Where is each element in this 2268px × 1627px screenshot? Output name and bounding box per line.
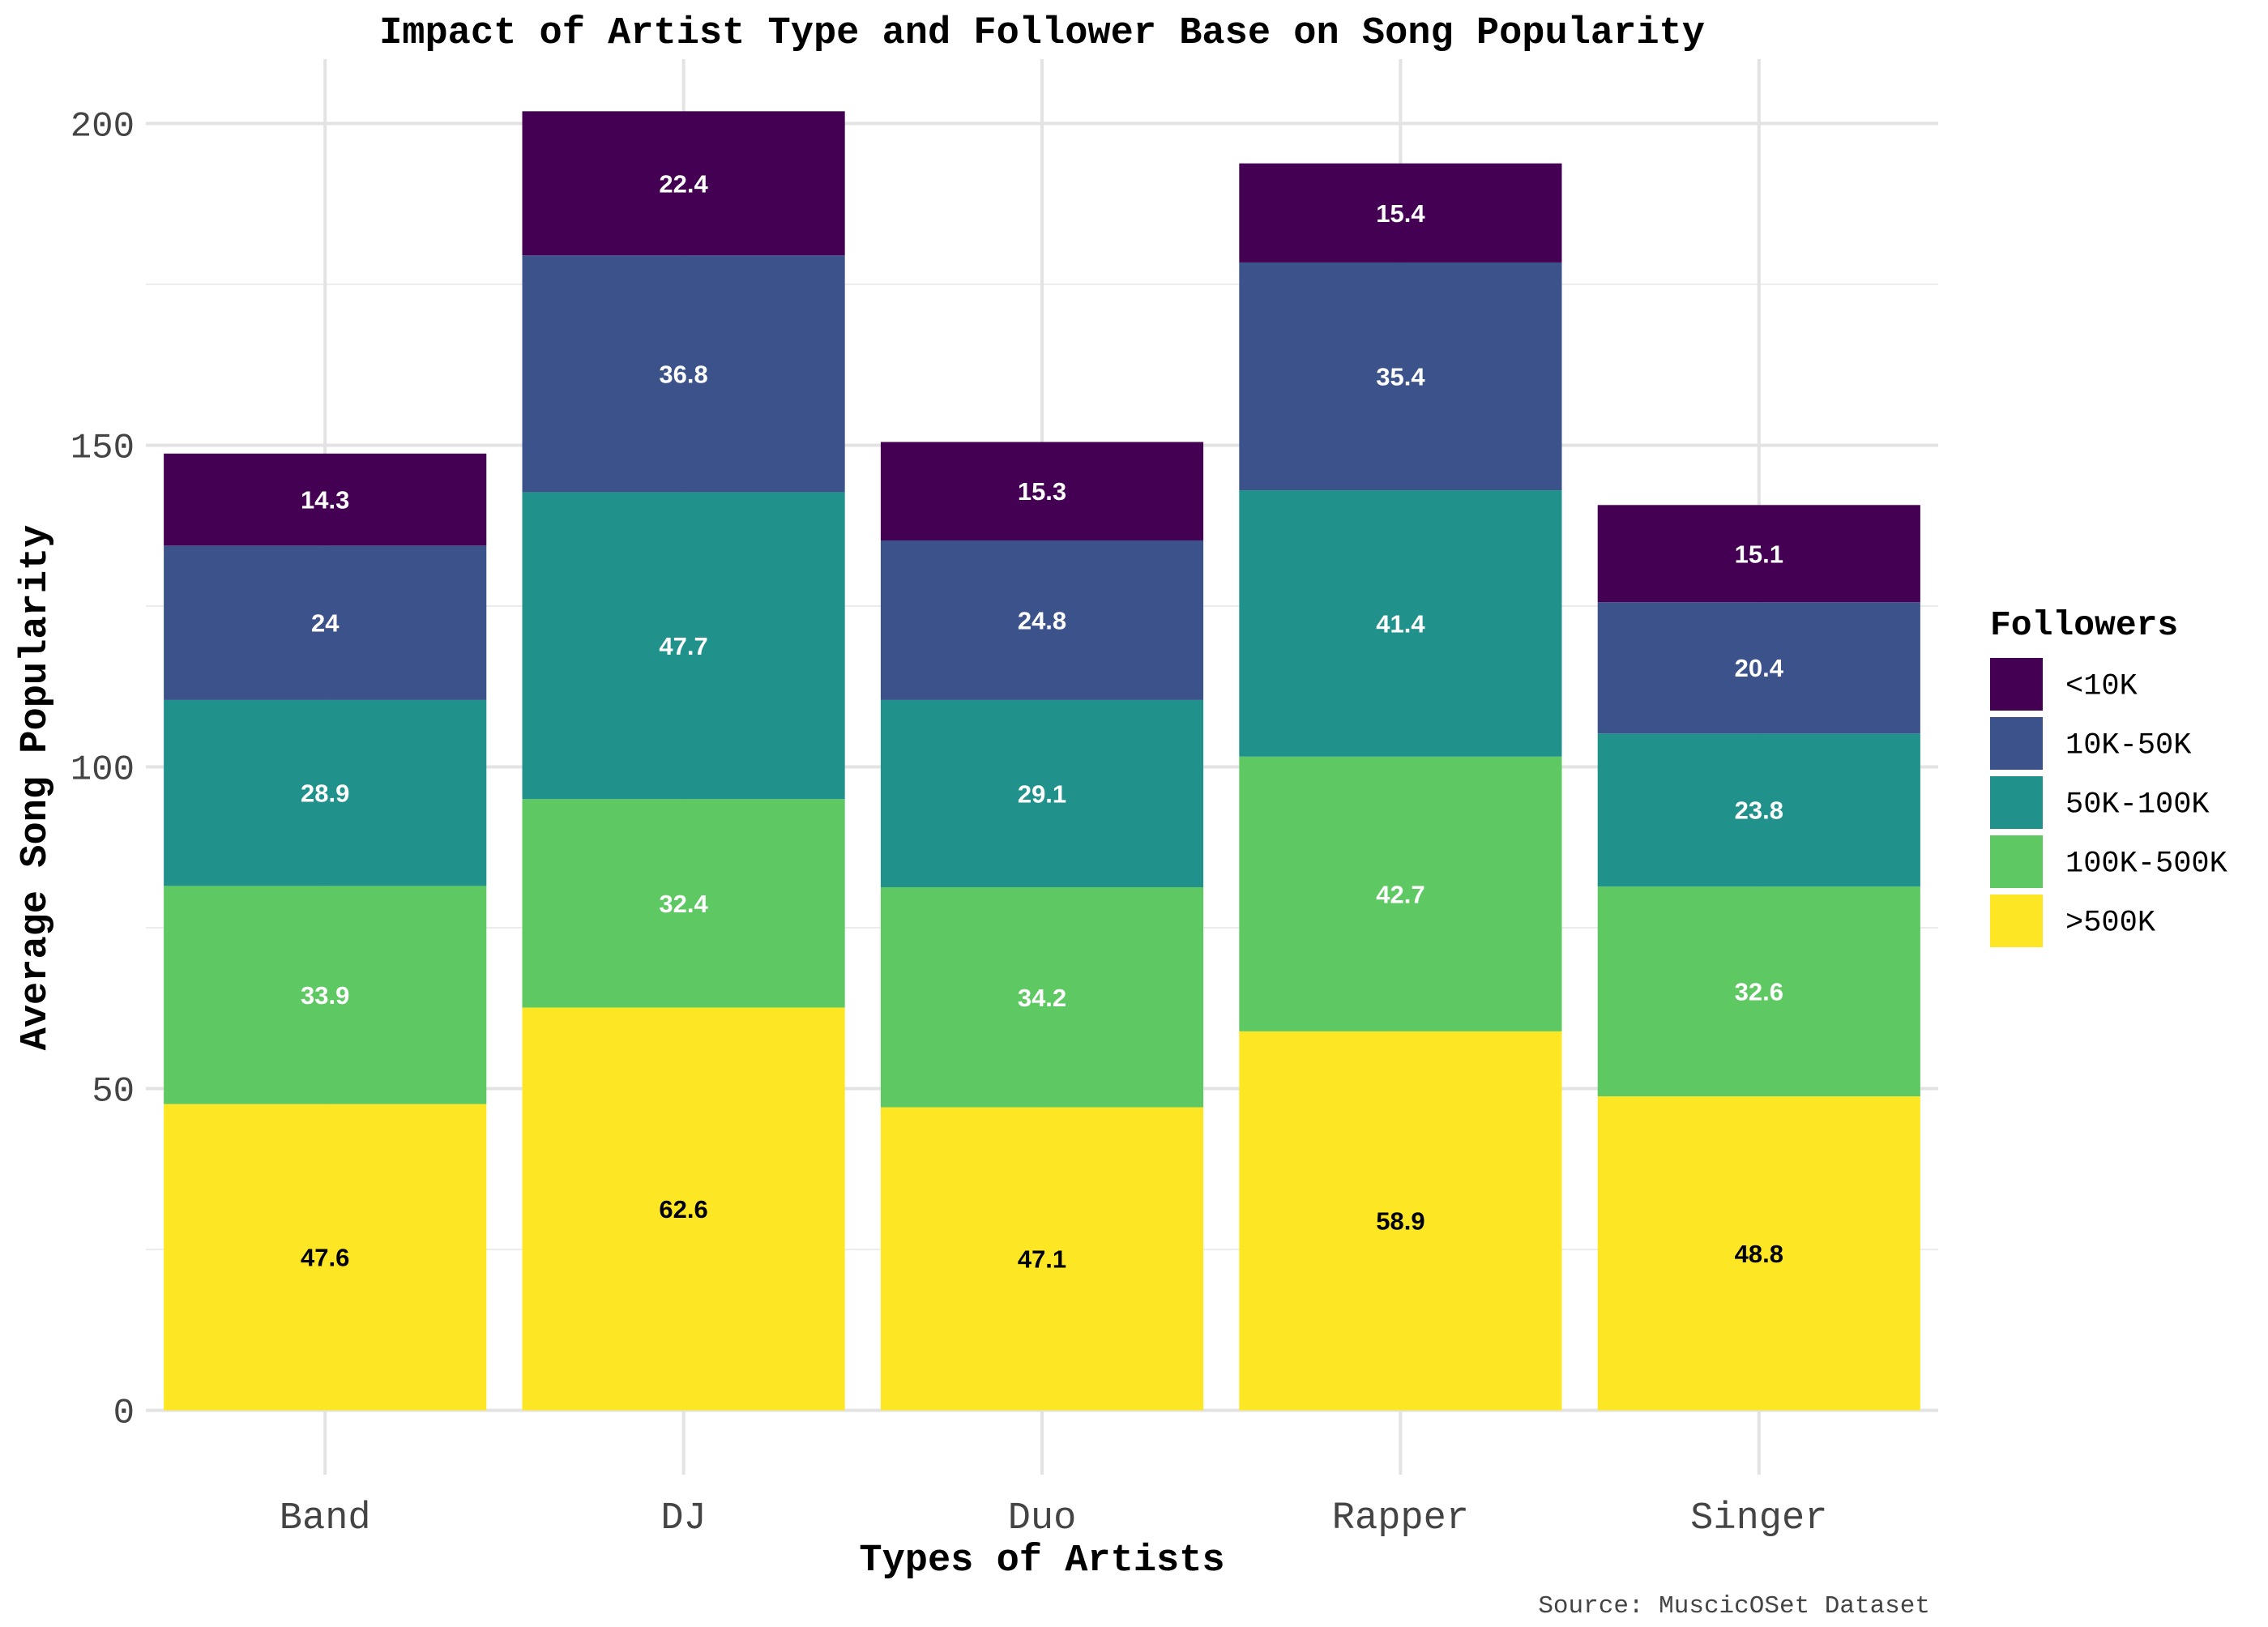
bar-segment	[522, 255, 845, 493]
legend-label: <10K	[2065, 670, 2138, 704]
x-tick-label: Band	[280, 1497, 371, 1540]
bar-stack-band: 47.6 33.9 28.9 24 14.3	[164, 453, 487, 1411]
bar-value-label: 23.8	[1735, 796, 1783, 825]
x-axis-label: Types of Artists	[859, 1539, 1224, 1582]
bar-value-label: 22.4	[659, 169, 708, 198]
bar-segment	[880, 442, 1204, 540]
source-caption: Source: MuscicOSet Dataset	[1538, 1592, 1930, 1621]
bar-value-label: 41.4	[1376, 609, 1425, 638]
bar-value-label: 29.1	[1018, 779, 1066, 808]
bar-segment	[522, 111, 845, 256]
legend-label: 50K-100K	[2065, 788, 2210, 822]
bar-value-label: 47.1	[1018, 1245, 1066, 1274]
bar-stack-duo: 47.1 34.2 29.1 24.8 15.3	[880, 442, 1204, 1411]
y-axis-ticks: 0 50 100 150 200	[70, 106, 135, 1433]
bar-segment	[522, 492, 845, 800]
bar-segment	[1597, 602, 1920, 734]
x-tick-label: Singer	[1690, 1497, 1827, 1540]
bar-segment	[1239, 1031, 1562, 1411]
y-tick-label: 150	[70, 428, 135, 468]
bar-segment	[1239, 490, 1562, 757]
bar-value-label: 14.3	[301, 486, 349, 515]
bar-value-label: 62.6	[659, 1195, 707, 1223]
bar-value-label: 20.4	[1735, 654, 1784, 682]
bar-value-label: 15.1	[1735, 540, 1783, 568]
bar-value-label: 47.7	[659, 632, 707, 660]
legend-swatch	[1990, 658, 2043, 711]
bar-value-label: 47.6	[301, 1244, 349, 1272]
bar-segment	[1597, 886, 1920, 1097]
bar-value-label: 33.9	[301, 981, 349, 1010]
bar-segment	[1239, 262, 1562, 491]
legend-swatch	[1990, 717, 2043, 770]
bar-segment	[880, 699, 1204, 887]
legend-item: 100K-500K	[1990, 835, 2228, 888]
bar-value-label: 32.4	[659, 890, 708, 918]
bar-value-label: 36.8	[659, 360, 707, 388]
bar-stack-dj: 62.6 32.4 47.7 36.8 22.4	[522, 111, 845, 1411]
legend-item: 10K-50K	[1990, 717, 2192, 770]
bar-segment	[1597, 1096, 1920, 1411]
bar-value-label: 15.4	[1376, 199, 1425, 228]
bar-value-label: 24	[311, 609, 340, 638]
bar-segment	[880, 1107, 1204, 1411]
legend-item: 50K-100K	[1990, 776, 2210, 829]
x-tick-label: DJ	[660, 1497, 706, 1540]
bar-stacks: 47.6 33.9 28.9 24 14.3 62.6 32.4 47.7 36.8 22.4 47…	[164, 111, 1920, 1411]
y-tick-label: 200	[70, 106, 135, 147]
bar-segment	[164, 1104, 487, 1411]
bar-segment	[880, 540, 1204, 700]
bar-value-label: 48.8	[1735, 1240, 1783, 1268]
bar-segment	[164, 699, 487, 886]
bar-value-label: 15.3	[1018, 477, 1066, 506]
y-tick-label: 0	[113, 1394, 135, 1434]
legend-label: 100K-500K	[2065, 848, 2228, 882]
bar-segment	[880, 886, 1204, 1108]
y-tick-label: 50	[92, 1072, 135, 1112]
legend-item: >500K	[1990, 895, 2156, 947]
bar-stack-singer: 48.8 32.6 23.8 20.4 15.1	[1597, 505, 1920, 1411]
x-tick-label: Duo	[1008, 1497, 1077, 1540]
y-axis-label: Average Song Popularity	[15, 525, 58, 1051]
bar-segment	[522, 799, 845, 1008]
bar-segment	[164, 886, 487, 1104]
legend-item: <10K	[1990, 658, 2138, 711]
x-axis-ticks: Band DJ Duo Rapper Singer	[280, 1497, 1828, 1540]
bar-value-label: 35.4	[1376, 362, 1425, 391]
chart-title: Impact of Artist Type and Follower Base …	[379, 12, 1705, 55]
legend-label: >500K	[2065, 907, 2156, 941]
bar-value-label: 58.9	[1376, 1207, 1424, 1236]
bar-segment	[164, 453, 487, 546]
bar-segment	[522, 1007, 845, 1411]
legend-items: <10K 10K-50K 50K-100K 100K-500K >500K	[1990, 658, 2228, 947]
bar-value-label: 24.8	[1018, 606, 1066, 634]
bar-value-label: 32.6	[1735, 978, 1783, 1006]
legend: Followers <10K 10K-50K 50K-100K 100K-500K >5…	[1990, 605, 2228, 947]
legend-swatch	[1990, 776, 2043, 829]
y-tick-label: 100	[70, 750, 135, 791]
bar-segment	[1597, 733, 1920, 887]
bar-value-label: 42.7	[1376, 880, 1424, 908]
bar-stack-rapper: 58.9 42.7 41.4 35.4 15.4	[1239, 163, 1562, 1411]
bar-segment	[164, 545, 487, 700]
legend-label: 10K-50K	[2065, 729, 2192, 763]
bar-value-label: 28.9	[301, 779, 349, 808]
legend-title: Followers	[1990, 605, 2178, 645]
bar-value-label: 34.2	[1018, 984, 1066, 1012]
legend-swatch	[1990, 895, 2043, 947]
bar-segment	[1597, 505, 1920, 603]
x-tick-label: Rapper	[1332, 1497, 1469, 1540]
legend-swatch	[1990, 835, 2043, 888]
bar-segment	[1239, 756, 1562, 1031]
bar-segment	[1239, 163, 1562, 263]
